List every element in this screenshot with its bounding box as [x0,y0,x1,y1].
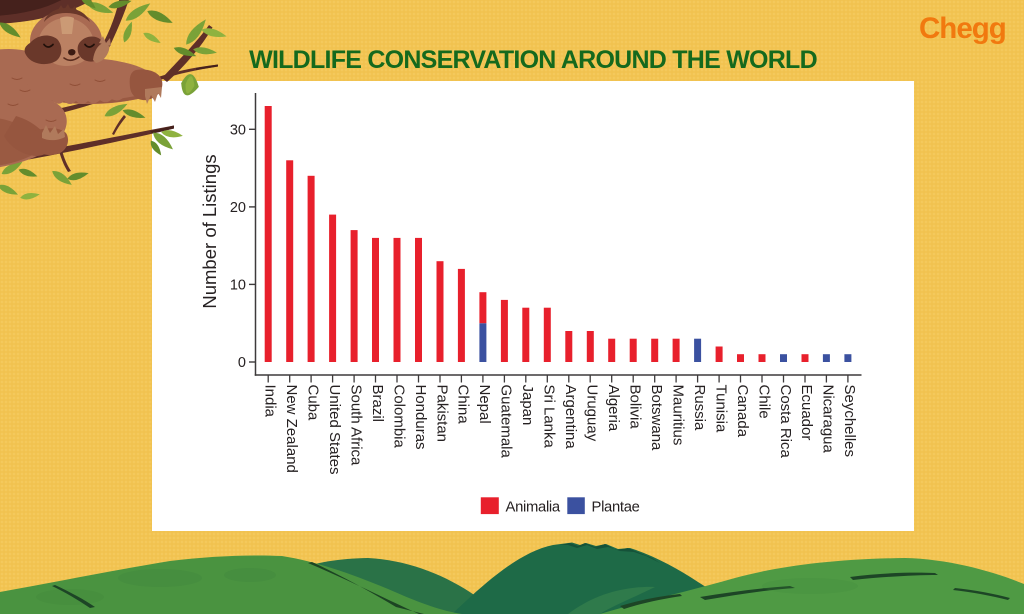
svg-text:Nicaragua: Nicaragua [820,385,837,454]
svg-text:Cuba: Cuba [304,385,321,422]
svg-text:Animalia: Animalia [506,500,561,516]
svg-text:Seychelles: Seychelles [841,385,858,458]
svg-text:Sri Lanka: Sri Lanka [541,385,558,449]
svg-text:0: 0 [238,355,246,371]
svg-text:Nepal: Nepal [476,385,493,424]
svg-text:10: 10 [230,277,246,293]
svg-text:Honduras: Honduras [412,385,429,450]
svg-text:Costa Rica: Costa Rica [777,385,794,459]
svg-text:China: China [455,385,472,425]
svg-text:Algeria: Algeria [605,385,622,432]
svg-text:Brazil: Brazil [369,385,386,423]
svg-text:United States: United States [326,385,343,475]
svg-text:Japan: Japan [519,385,536,426]
svg-text:Tunisia: Tunisia [712,385,729,433]
svg-text:New Zealand: New Zealand [283,385,300,473]
svg-text:Uruguay: Uruguay [584,385,601,442]
svg-text:Bolivia: Bolivia [627,385,644,430]
svg-text:Plantae: Plantae [592,500,640,516]
svg-text:Chile: Chile [755,385,772,419]
svg-text:Guatemala: Guatemala [498,385,515,459]
svg-text:Botswana: Botswana [648,385,665,452]
svg-text:20: 20 [230,200,246,216]
svg-text:India: India [262,385,279,418]
svg-text:Colombia: Colombia [390,385,407,449]
svg-text:Pakistan: Pakistan [433,385,450,443]
svg-text:30: 30 [230,122,246,138]
svg-text:Number of Listings: Number of Listings [199,154,220,308]
svg-text:Ecuador: Ecuador [798,385,815,441]
svg-text:Mauritius: Mauritius [669,385,686,446]
svg-text:Argentina: Argentina [562,385,579,450]
svg-text:South Africa: South Africa [347,385,364,467]
svg-text:Russia: Russia [691,385,708,432]
svg-text:Canada: Canada [734,385,751,438]
